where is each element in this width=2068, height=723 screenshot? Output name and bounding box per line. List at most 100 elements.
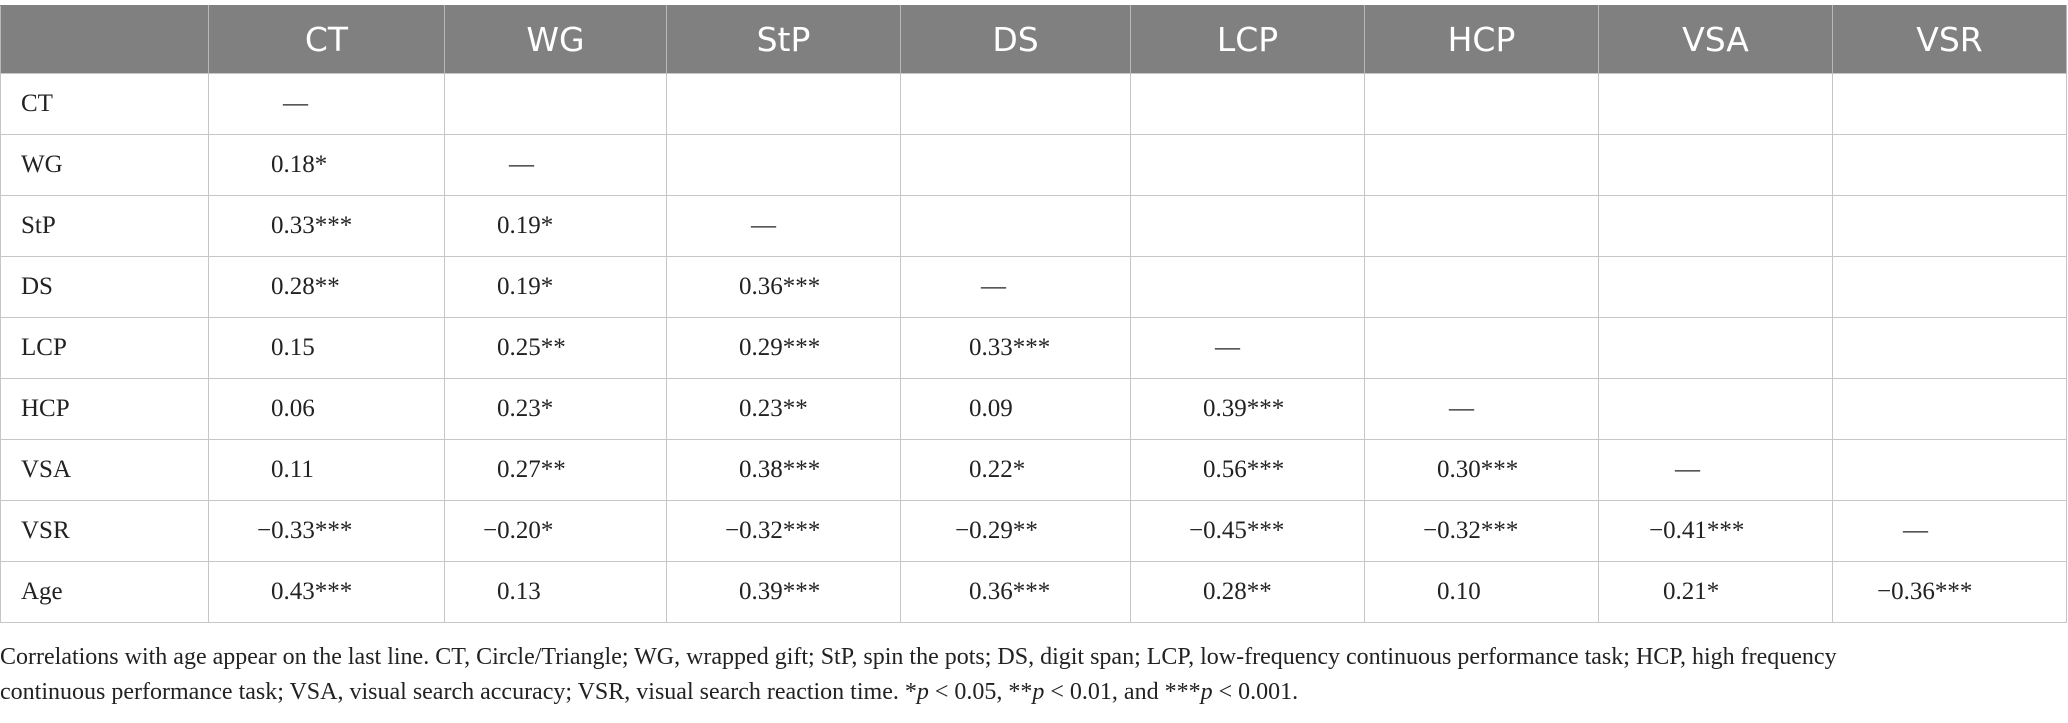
cell-value: — bbox=[1903, 517, 1928, 544]
cell-value: — bbox=[283, 90, 308, 117]
row-label: HCP bbox=[0, 378, 209, 440]
table-cell bbox=[666, 73, 901, 135]
table-cell bbox=[1364, 256, 1599, 318]
table-cell: 0.23** bbox=[666, 378, 901, 440]
cell-value: 0.28** bbox=[271, 273, 340, 300]
table-cell: — bbox=[444, 134, 667, 196]
table-cell: — bbox=[1598, 439, 1833, 501]
correlation-table: CT WG StP DS LCP HCP VSA VSR CT — WG 0.18* —… bbox=[0, 5, 2067, 623]
footnote-text-c: < 0.01, and *** bbox=[1044, 679, 1201, 705]
cell-value: — bbox=[1675, 456, 1700, 483]
cell-value: 0.09 bbox=[969, 395, 1013, 422]
row-label: VSA bbox=[0, 439, 209, 501]
table-cell bbox=[900, 195, 1131, 257]
table-cell bbox=[1598, 256, 1833, 318]
header-lcp: LCP bbox=[1130, 5, 1365, 74]
table-cell: −0.32*** bbox=[1364, 500, 1599, 562]
table-row: CT — bbox=[0, 73, 2067, 135]
cell-value: 0.18* bbox=[271, 151, 328, 178]
cell-value: — bbox=[751, 212, 776, 239]
header-row: CT WG StP DS LCP HCP VSA VSR bbox=[0, 5, 2067, 74]
table-cell bbox=[1598, 134, 1833, 196]
row-label: WG bbox=[0, 134, 209, 196]
table-cell: 0.36*** bbox=[666, 256, 901, 318]
row-label: DS bbox=[0, 256, 209, 318]
cell-value: 0.19* bbox=[497, 273, 554, 300]
table-cell bbox=[1364, 195, 1599, 257]
cell-value: 0.29*** bbox=[739, 334, 821, 361]
table-cell bbox=[1832, 256, 2067, 318]
table-cell bbox=[666, 134, 901, 196]
cell-value: 0.30*** bbox=[1437, 456, 1519, 483]
table-cell: 0.18* bbox=[208, 134, 445, 196]
footnote-text-b: < 0.05, ** bbox=[928, 679, 1033, 705]
cell-value: −0.32*** bbox=[725, 517, 821, 544]
table-cell: −0.32*** bbox=[666, 500, 901, 562]
cell-value: 0.39*** bbox=[1203, 395, 1285, 422]
table-cell: 0.25** bbox=[444, 317, 667, 379]
footnote-line-2: continuous performance task; VSA, visual… bbox=[0, 675, 2060, 710]
cell-value: −0.41*** bbox=[1649, 517, 1745, 544]
header-stp: StP bbox=[666, 5, 901, 74]
table-cell: 0.22* bbox=[900, 439, 1131, 501]
table-cell: −0.20* bbox=[444, 500, 667, 562]
cell-value: −0.45*** bbox=[1189, 517, 1285, 544]
table-cell: — bbox=[1130, 317, 1365, 379]
table-cell bbox=[1832, 134, 2067, 196]
table-cell: 0.09 bbox=[900, 378, 1131, 440]
footnote-p-symbol: p bbox=[916, 679, 929, 705]
cell-value: 0.33*** bbox=[271, 212, 353, 239]
table-cell: — bbox=[1364, 378, 1599, 440]
cell-value: 0.10 bbox=[1437, 578, 1481, 605]
table-cell: 0.27** bbox=[444, 439, 667, 501]
table-cell: 0.13 bbox=[444, 561, 667, 623]
table-cell bbox=[900, 73, 1131, 135]
cell-value: — bbox=[1215, 334, 1240, 361]
header-ct: CT bbox=[208, 5, 445, 74]
table-cell: 0.15 bbox=[208, 317, 445, 379]
header-wg: WG bbox=[444, 5, 667, 74]
table-cell bbox=[1598, 378, 1833, 440]
cell-value: 0.27** bbox=[497, 456, 566, 483]
table-cell: 0.29*** bbox=[666, 317, 901, 379]
row-label: VSR bbox=[0, 500, 209, 562]
table-footnote: Correlations with age appear on the last… bbox=[0, 640, 2060, 710]
footnote-p-symbol: p bbox=[1200, 679, 1213, 705]
table-cell: 0.33*** bbox=[208, 195, 445, 257]
table-cell: −0.29** bbox=[900, 500, 1131, 562]
table-row: HCP 0.06 0.23* 0.23** 0.09 0.39*** — bbox=[0, 378, 2067, 440]
table-row: WG 0.18* — bbox=[0, 134, 2067, 196]
table-cell: 0.21* bbox=[1598, 561, 1833, 623]
table-row: VSR −0.33*** −0.20* −0.32*** −0.29** −0.45***… bbox=[0, 500, 2067, 562]
table-cell: 0.39*** bbox=[666, 561, 901, 623]
table-cell bbox=[1130, 195, 1365, 257]
cell-value: — bbox=[1449, 395, 1474, 422]
header-corner bbox=[0, 5, 209, 74]
cell-value: 0.43*** bbox=[271, 578, 353, 605]
table-cell bbox=[1364, 73, 1599, 135]
row-label: LCP bbox=[0, 317, 209, 379]
cell-value: 0.23** bbox=[739, 395, 808, 422]
table-body: CT — WG 0.18* — StP 0.33*** 0.19* — DS 0.28** 0.19*… bbox=[0, 73, 2067, 623]
header-ds: DS bbox=[900, 5, 1131, 74]
header-vsr: VSR bbox=[1832, 5, 2067, 74]
table-cell: 0.30*** bbox=[1364, 439, 1599, 501]
table-cell: −0.45*** bbox=[1130, 500, 1365, 562]
cell-value: −0.29** bbox=[955, 517, 1038, 544]
table-cell bbox=[1130, 73, 1365, 135]
table-row: StP 0.33*** 0.19* — bbox=[0, 195, 2067, 257]
table-cell bbox=[1130, 256, 1365, 318]
cell-value: 0.56*** bbox=[1203, 456, 1285, 483]
footnote-text-a: continuous performance task; VSA, visual… bbox=[0, 679, 917, 705]
cell-value: 0.33*** bbox=[969, 334, 1051, 361]
table-cell bbox=[1364, 317, 1599, 379]
cell-value: 0.38*** bbox=[739, 456, 821, 483]
table-cell bbox=[1832, 195, 2067, 257]
cell-value: 0.36*** bbox=[739, 273, 821, 300]
table-cell: −0.33*** bbox=[208, 500, 445, 562]
row-label: CT bbox=[0, 73, 209, 135]
table-row: Age 0.43*** 0.13 0.39*** 0.36*** 0.28** 0.10 0.… bbox=[0, 561, 2067, 623]
cell-value: 0.28** bbox=[1203, 578, 1272, 605]
table-cell: 0.56*** bbox=[1130, 439, 1365, 501]
table-row: VSA 0.11 0.27** 0.38*** 0.22* 0.56*** 0.30*** — bbox=[0, 439, 2067, 501]
